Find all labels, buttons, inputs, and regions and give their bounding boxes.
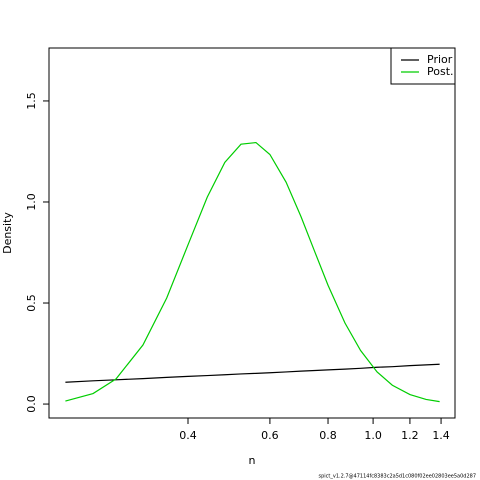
y-tick-label: 0.0	[25, 395, 38, 413]
x-tick-label: 0.4	[179, 429, 197, 442]
y-axis-label: Density	[1, 212, 14, 254]
legend-label: Post.	[427, 65, 454, 78]
series-line	[65, 363, 440, 383]
x-axis-label: n	[249, 454, 256, 467]
x-tick-label: 1.2	[401, 429, 419, 442]
plot-box	[48, 47, 456, 419]
legend-label: Prior	[427, 53, 453, 66]
x-tick-label: 0.8	[319, 429, 337, 442]
x-tick-label: 1.4	[432, 429, 450, 442]
y-tick-label: 0.5	[25, 294, 38, 312]
footnote: spict_v1.2.7@47114fc8383c2a5d1c080f02ee0…	[319, 474, 477, 480]
y-tick-label: 1.5	[25, 92, 38, 110]
series-line	[65, 141, 440, 403]
x-tick-label: 1.0	[364, 429, 382, 442]
y-tick-label: 1.0	[25, 193, 38, 211]
x-tick-label: 0.6	[261, 429, 279, 442]
legend-box	[390, 47, 456, 85]
